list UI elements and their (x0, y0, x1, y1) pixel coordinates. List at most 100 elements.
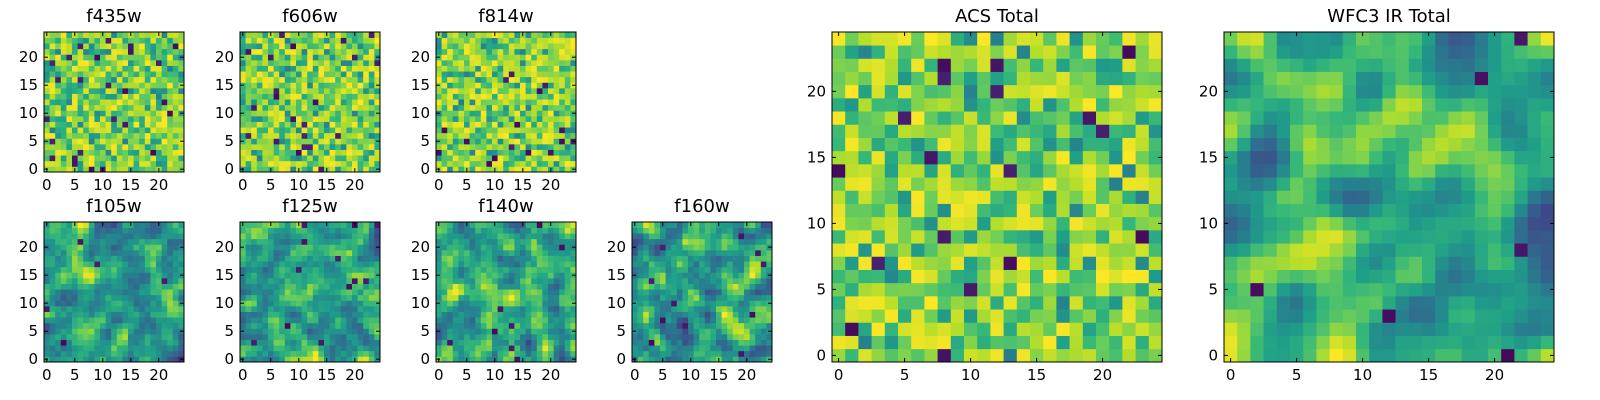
heatmap-cell (660, 294, 666, 301)
heatmap-cell (676, 350, 683, 357)
heatmap-cell (368, 127, 375, 134)
heatmap-cell (480, 339, 487, 346)
heatmap-cell (240, 160, 246, 167)
heatmap-cell (492, 93, 498, 100)
heatmap-cell (55, 283, 62, 290)
heatmap-cell (937, 216, 952, 231)
heatmap-cell (632, 227, 638, 234)
x-tick-label: 10 (289, 366, 308, 384)
heatmap-cell (832, 335, 846, 350)
heatmap-cell (536, 104, 543, 111)
heatmap-cell (548, 339, 554, 346)
heatmap-cell (503, 227, 510, 234)
heatmap-cell (637, 227, 644, 234)
heatmap-cell (72, 294, 78, 301)
heatmap-cell (318, 222, 325, 228)
heatmap-cell (542, 222, 549, 228)
heatmap-cell (94, 272, 101, 279)
heatmap-cell (122, 60, 129, 66)
heatmap-cell (475, 160, 482, 167)
heatmap-cell (77, 32, 84, 38)
heatmap-cell (178, 222, 185, 228)
heatmap-cell (693, 356, 700, 363)
heatmap-cell (492, 160, 498, 167)
heatmap-cell (66, 300, 73, 307)
heatmap-cell (570, 227, 577, 234)
heatmap-cell (352, 261, 358, 268)
heatmap-cell (570, 334, 577, 340)
heatmap-cell (1056, 282, 1070, 297)
heatmap-cell (335, 289, 342, 296)
heatmap-cell (301, 160, 308, 167)
heatmap-cell (525, 104, 532, 111)
heatmap-cell (156, 233, 162, 240)
y-tick-label: 20 (607, 238, 626, 256)
heatmap-cell (520, 306, 526, 312)
heatmap-cell (105, 222, 112, 228)
heatmap-cell (301, 300, 308, 307)
heatmap-cell (937, 177, 952, 191)
y-tick-label: 10 (607, 294, 626, 312)
heatmap-cell (898, 216, 912, 231)
heatmap-cell (755, 283, 762, 290)
heatmap-cell (55, 149, 62, 156)
heatmap-cell (508, 278, 515, 284)
heatmap-cell (1148, 296, 1163, 310)
heatmap-cell (279, 334, 286, 340)
heatmap-cell (268, 334, 274, 340)
heatmap-cell (766, 238, 773, 245)
heatmap-cell (245, 311, 252, 318)
heatmap-cell (178, 65, 185, 72)
heatmap-cell (732, 272, 739, 279)
heatmap-cell (744, 334, 750, 340)
heatmap-cell (72, 88, 78, 94)
heatmap-cell (1003, 309, 1018, 323)
heatmap-cell (161, 37, 168, 44)
heatmap-cell (458, 250, 465, 256)
heatmap-cell (710, 334, 717, 340)
heatmap-cell (559, 244, 566, 251)
heatmap-cell (94, 127, 101, 134)
heatmap-cell (66, 82, 73, 89)
heatmap-cell (486, 289, 493, 296)
heatmap-cell (111, 82, 118, 89)
heatmap-cell (60, 166, 67, 173)
heatmap-cell (128, 43, 134, 50)
heatmap-cell (307, 144, 314, 150)
heatmap-cell (116, 334, 123, 340)
heatmap-cell (66, 311, 73, 318)
heatmap-cell (632, 322, 638, 329)
heatmap-cell (1003, 282, 1018, 297)
heatmap-cell (318, 261, 325, 268)
heatmap-cell (514, 99, 521, 106)
heatmap-cell (307, 149, 314, 156)
heatmap-cell (441, 37, 448, 44)
heatmap-cell (514, 60, 521, 66)
heatmap-cell (1148, 164, 1163, 178)
heatmap-cell (520, 278, 526, 284)
heatmap-cell (88, 127, 95, 134)
heatmap-cell (301, 334, 308, 340)
heatmap-cell (924, 269, 938, 284)
heatmap-cell (329, 155, 336, 162)
heatmap-cell (161, 138, 168, 145)
heatmap-cell (452, 322, 459, 329)
heatmap-cell (290, 132, 297, 139)
heatmap-cell (553, 238, 560, 245)
heatmap-cell (503, 116, 510, 122)
heatmap-cell (329, 144, 336, 150)
heatmap-cell (520, 289, 526, 296)
heatmap-cell (251, 110, 258, 117)
heatmap-cell (469, 71, 476, 78)
heatmap-cell (441, 255, 448, 262)
heatmap-cell (144, 127, 151, 134)
heatmap-cell (514, 116, 521, 122)
heatmap-cell (458, 121, 465, 128)
heatmap-panel-acs-total: 0 5 10 15 20 0 5 10 15 20 ACS Total (807, 6, 1163, 384)
heatmap-cell (44, 155, 50, 162)
heatmap-cell (279, 266, 286, 273)
heatmap-cell (760, 227, 767, 234)
heatmap-cell (335, 283, 342, 290)
heatmap-cell (710, 227, 717, 234)
heatmap-cell (564, 233, 571, 240)
